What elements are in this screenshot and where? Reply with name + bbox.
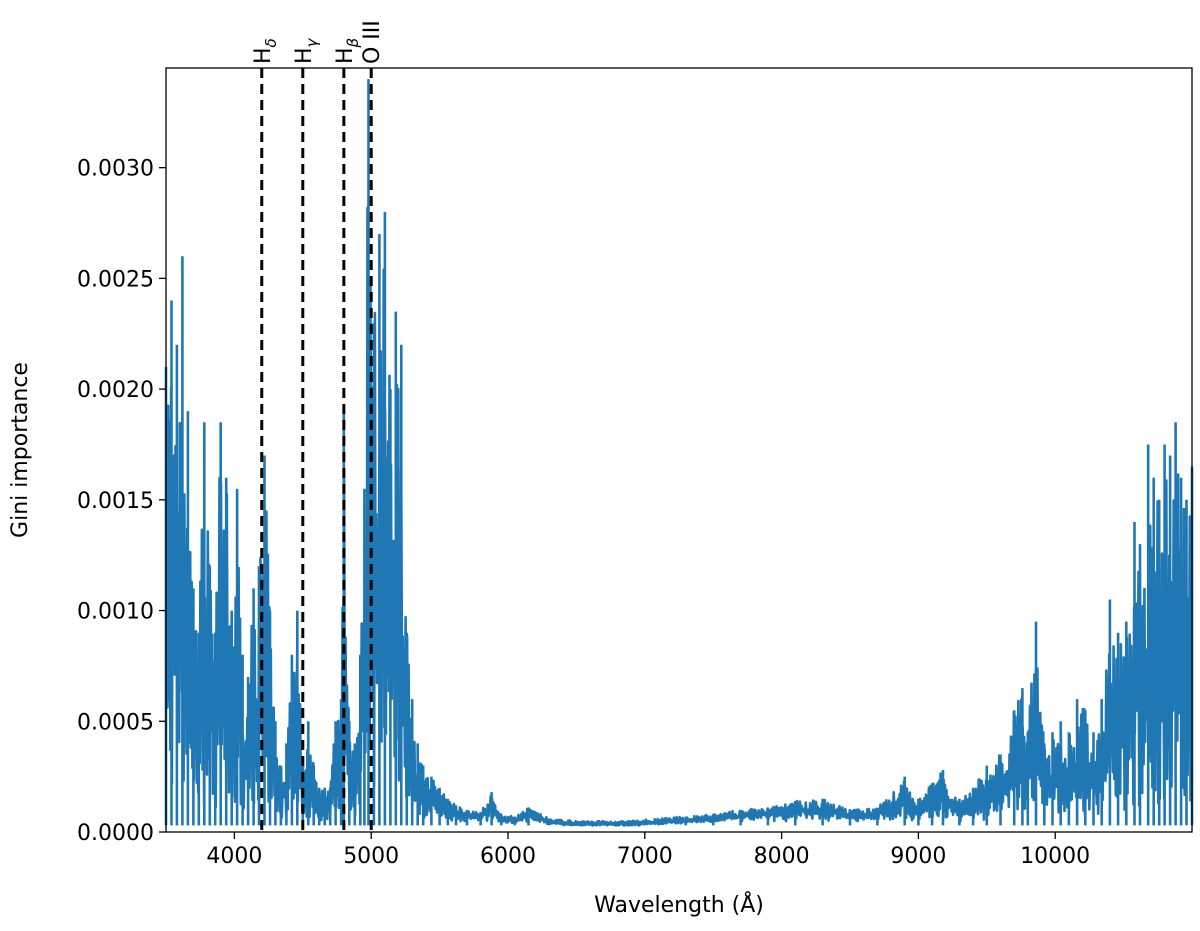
x-tick-label: 9000 (890, 844, 946, 869)
y-axis: 0.0000 0.0005 0.0010 0.0015 0.0020 0.0025 0.00… (77, 157, 166, 846)
x-tick-label: 5000 (343, 844, 399, 869)
plot-frame (165, 67, 1193, 833)
reference-line-label-3: O III (360, 20, 385, 64)
x-tick-label: 6000 (480, 844, 536, 869)
y-tick-label: 0.0000 (77, 821, 154, 846)
x-tick-label: 8000 (754, 844, 810, 869)
reference-line-label-2: Hβ (333, 37, 362, 64)
x-axis: 4000 5000 6000 7000 8000 9000 10000 (206, 832, 1090, 869)
reference-line-label-0: Hδ (251, 38, 280, 64)
x-axis-title: Wavelength (Å) (594, 891, 764, 918)
spectrum-series-line (164, 79, 1194, 827)
reference-line-label-1: Hγ (292, 37, 321, 64)
y-tick-label: 0.0010 (77, 600, 154, 625)
y-tick-label: 0.0030 (77, 157, 154, 182)
y-tick-label: 0.0025 (77, 267, 154, 292)
series-layer (164, 79, 1194, 827)
reference-lines: Hδ Hγ HβO III (251, 20, 385, 832)
x-tick-label: 4000 (206, 844, 262, 869)
y-tick-label: 0.0020 (77, 378, 154, 403)
x-tick-label: 7000 (617, 844, 673, 869)
y-tick-label: 0.0015 (77, 489, 154, 514)
y-tick-label: 0.0005 (77, 710, 154, 735)
y-axis-title: Gini importance (8, 362, 33, 538)
x-tick-label: 10000 (1020, 844, 1090, 869)
